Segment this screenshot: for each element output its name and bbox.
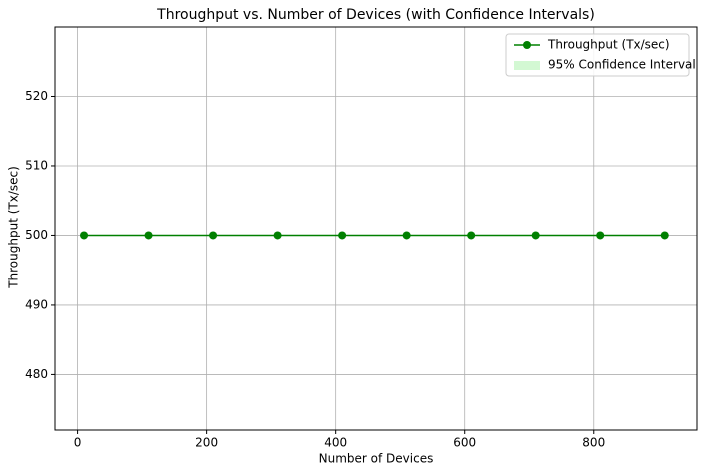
y-tick-label: 510 — [25, 158, 48, 172]
legend-swatch — [514, 61, 540, 70]
data-point — [402, 231, 411, 240]
x-tick-label: 600 — [453, 436, 476, 450]
x-tick-label: 200 — [195, 436, 218, 450]
y-axis-label: Throughput (Tx/sec) — [7, 166, 21, 289]
x-tick-label: 0 — [74, 436, 82, 450]
data-point — [80, 231, 89, 240]
data-point — [273, 231, 282, 240]
legend-label: 95% Confidence Interval — [548, 58, 696, 72]
legend: Throughput (Tx/sec) 95% Confidence Interv… — [505, 33, 696, 77]
legend-label: Throughput (Tx/sec) — [547, 38, 670, 52]
data-point — [660, 231, 669, 240]
data-point — [338, 231, 347, 240]
y-tick-label: 490 — [25, 297, 48, 311]
data-point — [596, 231, 605, 240]
y-tick-label: 500 — [25, 228, 48, 242]
data-point — [467, 231, 476, 240]
y-tick-label: 520 — [25, 89, 48, 103]
data-point — [531, 231, 540, 240]
plot-frame — [54, 26, 698, 431]
legend-box — [505, 33, 690, 77]
x-tick-label: 800 — [582, 436, 605, 450]
data-point — [144, 231, 153, 240]
y-tick-label: 480 — [25, 367, 48, 381]
legend-marker — [523, 41, 531, 49]
x-tick-label: 400 — [324, 436, 347, 450]
chart-title: Throughput vs. Number of Devices (with C… — [156, 7, 595, 23]
data-point — [209, 231, 218, 240]
x-axis-label: Number of Devices — [319, 452, 434, 466]
